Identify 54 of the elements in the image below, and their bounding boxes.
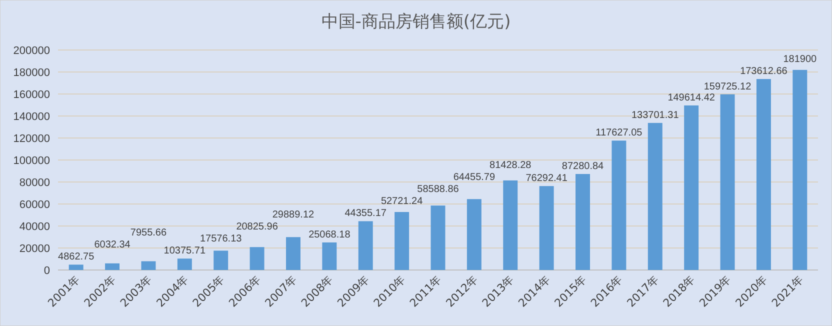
data-label: 117627.05 <box>596 128 643 139</box>
bar <box>503 180 518 270</box>
data-label: 133701.31 <box>632 110 680 121</box>
bar <box>177 258 192 270</box>
y-tick-label: 40000 <box>19 221 50 233</box>
y-tick-label: 80000 <box>19 177 50 189</box>
data-label: 149614.42 <box>668 92 716 104</box>
y-tick-label: 20000 <box>19 243 50 255</box>
bar <box>141 261 156 270</box>
bar <box>756 79 771 270</box>
bar <box>358 221 373 270</box>
data-label: 7955.66 <box>130 228 167 239</box>
data-label: 181900 <box>783 54 818 66</box>
y-tick-label: 200000 <box>13 45 50 57</box>
y-tick-label: 120000 <box>13 133 50 145</box>
data-label: 76292.41 <box>526 173 568 184</box>
data-label: 10375.71 <box>164 246 206 257</box>
chart-title: 中国-商品房销售额(亿元) <box>321 12 511 32</box>
y-tick-label: 160000 <box>13 89 50 101</box>
data-label: 52721.24 <box>380 196 424 208</box>
bar <box>612 140 626 270</box>
y-tick-label: 100000 <box>13 155 50 167</box>
data-label: 6032.34 <box>94 240 131 251</box>
bar <box>684 105 699 270</box>
bar <box>394 212 410 270</box>
bar <box>214 250 228 270</box>
data-label: 81428.28 <box>490 160 532 172</box>
data-label: 159725.12 <box>704 81 752 92</box>
bar <box>322 242 337 270</box>
data-label: 58588.86 <box>417 184 460 196</box>
bar <box>648 122 662 270</box>
data-label: 25068.18 <box>308 229 351 240</box>
y-tick-label: 0 <box>44 265 50 277</box>
bar <box>286 237 300 270</box>
bar <box>68 264 84 270</box>
data-label: 44355.17 <box>344 208 387 220</box>
bar <box>576 174 590 270</box>
data-label: 29889.12 <box>272 210 315 221</box>
y-tick-label: 180000 <box>13 67 50 79</box>
data-label: 4862.75 <box>58 252 95 263</box>
y-tick-label: 140000 <box>13 111 50 123</box>
data-label: 17576.13 <box>200 234 242 245</box>
bar <box>105 263 120 270</box>
bar <box>250 247 264 270</box>
bar <box>539 186 554 270</box>
bar <box>720 94 735 270</box>
data-label: 20825.96 <box>236 222 278 233</box>
bar <box>430 206 446 270</box>
bar <box>466 199 482 270</box>
bar <box>792 70 808 270</box>
data-label: 64455.79 <box>453 172 496 184</box>
data-label: 87280.84 <box>562 160 604 172</box>
data-label: 173612.66 <box>740 66 788 78</box>
y-tick-label: 60000 <box>19 199 50 211</box>
